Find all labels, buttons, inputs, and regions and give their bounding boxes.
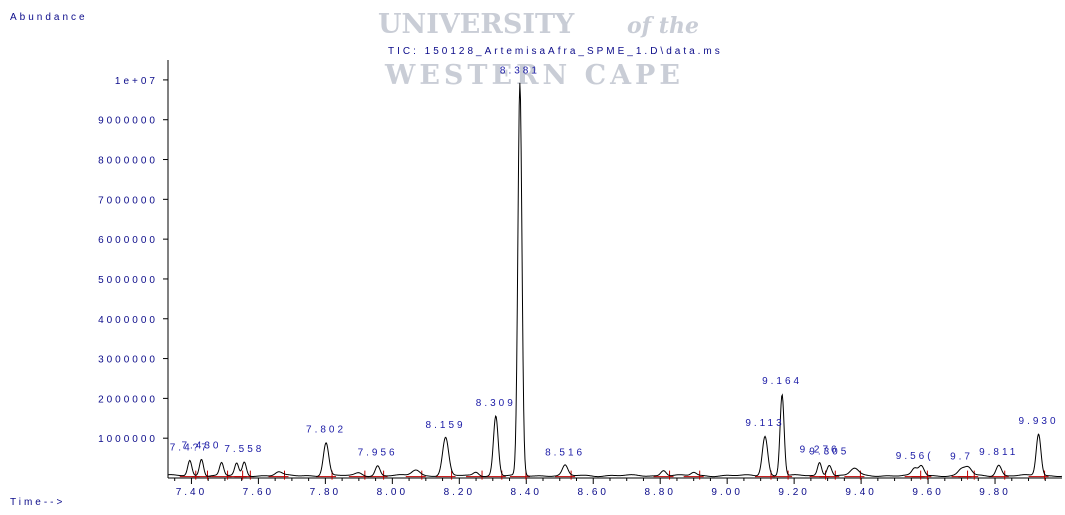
tic-trace: [167, 82, 1063, 478]
y-tick-label: 7000000: [98, 195, 158, 206]
peak-labels: 7.4?77.430 7.558 7.802 7.956 8.159 8.309 8.381…: [170, 65, 1059, 463]
watermark-line1: UNIVERSITY: [378, 9, 575, 40]
watermark-line2: WESTERN CAPE: [384, 60, 684, 91]
x-tick-label: 7.40: [176, 487, 207, 498]
x-tick-label: 8.00: [377, 487, 408, 498]
y-tick-label: 9000000: [98, 116, 158, 127]
x-tick-label: 9.20: [778, 487, 809, 498]
x-axis-title: Time-->: [10, 497, 65, 508]
x-tick-label: 8.40: [511, 487, 542, 498]
x-tick-label: 8.80: [644, 487, 675, 498]
y-ticks: 1e+07 9000000 8000000 7000000 6000000 5000000…: [98, 76, 168, 445]
x-tick-label: 7.80: [310, 487, 341, 498]
x-ticks: 7.40 7.60 7.80 8.00 8.20 8.40 8.60 8.80 9.00 9.20…: [174, 478, 1046, 498]
x-tick-label: 9.80: [979, 487, 1010, 498]
peak-label: 7.4?7: [170, 442, 210, 453]
peak-label: 8.516: [545, 448, 585, 459]
peak-label: 7.430: [181, 440, 221, 451]
y-tick-label: 4000000: [98, 315, 158, 326]
watermark-line1-suffix: of the: [627, 13, 699, 39]
peak-label: 9.930: [1019, 416, 1059, 427]
y-tick-label: 6000000: [98, 235, 158, 246]
y-tick-label: 2000000: [98, 394, 158, 405]
y-tick-label: 5000000: [98, 275, 158, 286]
x-tick-label: 9.00: [711, 487, 742, 498]
peak-label: 9.164: [762, 376, 802, 387]
peak-label: 7.558: [224, 444, 264, 455]
chart-title: TIC: 150128_ArtemisaAfra_SPME_1.D\data.m…: [388, 46, 723, 57]
y-axis-title: Abundance: [10, 12, 88, 23]
y-tick-label: 3000000: [98, 355, 158, 366]
peak-label: 7.802: [306, 425, 346, 436]
y-tick-label: 1000000: [98, 434, 158, 445]
x-tick-label: 8.20: [444, 487, 475, 498]
peak-label: 9.56(: [896, 451, 934, 462]
peak-label: 7.956: [358, 448, 398, 459]
peak-label: 8.381: [500, 65, 540, 76]
peak-label: 9.113: [745, 418, 784, 429]
peak-label: 9.7: [950, 452, 973, 463]
y-tick-label: 8000000: [98, 156, 158, 167]
x-tick-label: 8.60: [578, 487, 609, 498]
x-tick-label: 7.60: [243, 487, 274, 498]
university-watermark: UNIVERSITY of the WESTERN CAPE: [378, 9, 699, 91]
peak-label: 9.276: [800, 444, 840, 455]
y-tick-label: 1e+07: [115, 76, 158, 87]
peak-label: 8.309: [476, 398, 516, 409]
peak-label: 8.159: [426, 420, 466, 431]
peak-label: 9.305: [809, 446, 849, 457]
x-tick-label: 9.60: [912, 487, 943, 498]
peak-label: 9.811: [979, 447, 1018, 458]
x-tick-label: 9.40: [845, 487, 876, 498]
